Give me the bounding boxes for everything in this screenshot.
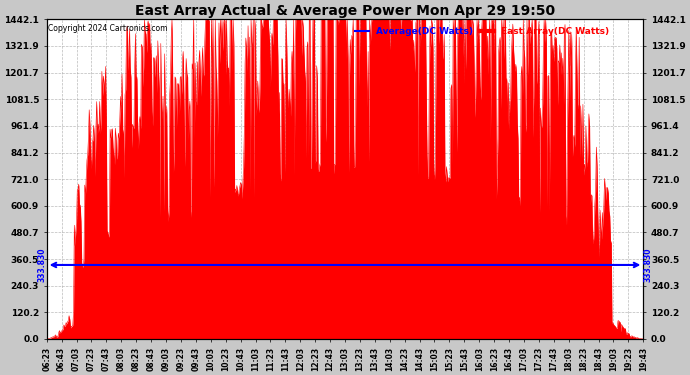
Text: 333.830: 333.830: [38, 248, 47, 282]
Title: East Array Actual & Average Power Mon Apr 29 19:50: East Array Actual & Average Power Mon Ap…: [135, 4, 555, 18]
Legend: Average(DC Watts), East Array(DC Watts): Average(DC Watts), East Array(DC Watts): [352, 24, 613, 40]
Text: 333.830: 333.830: [643, 248, 652, 282]
Text: Copyright 2024 Cartronics.com: Copyright 2024 Cartronics.com: [48, 24, 168, 33]
